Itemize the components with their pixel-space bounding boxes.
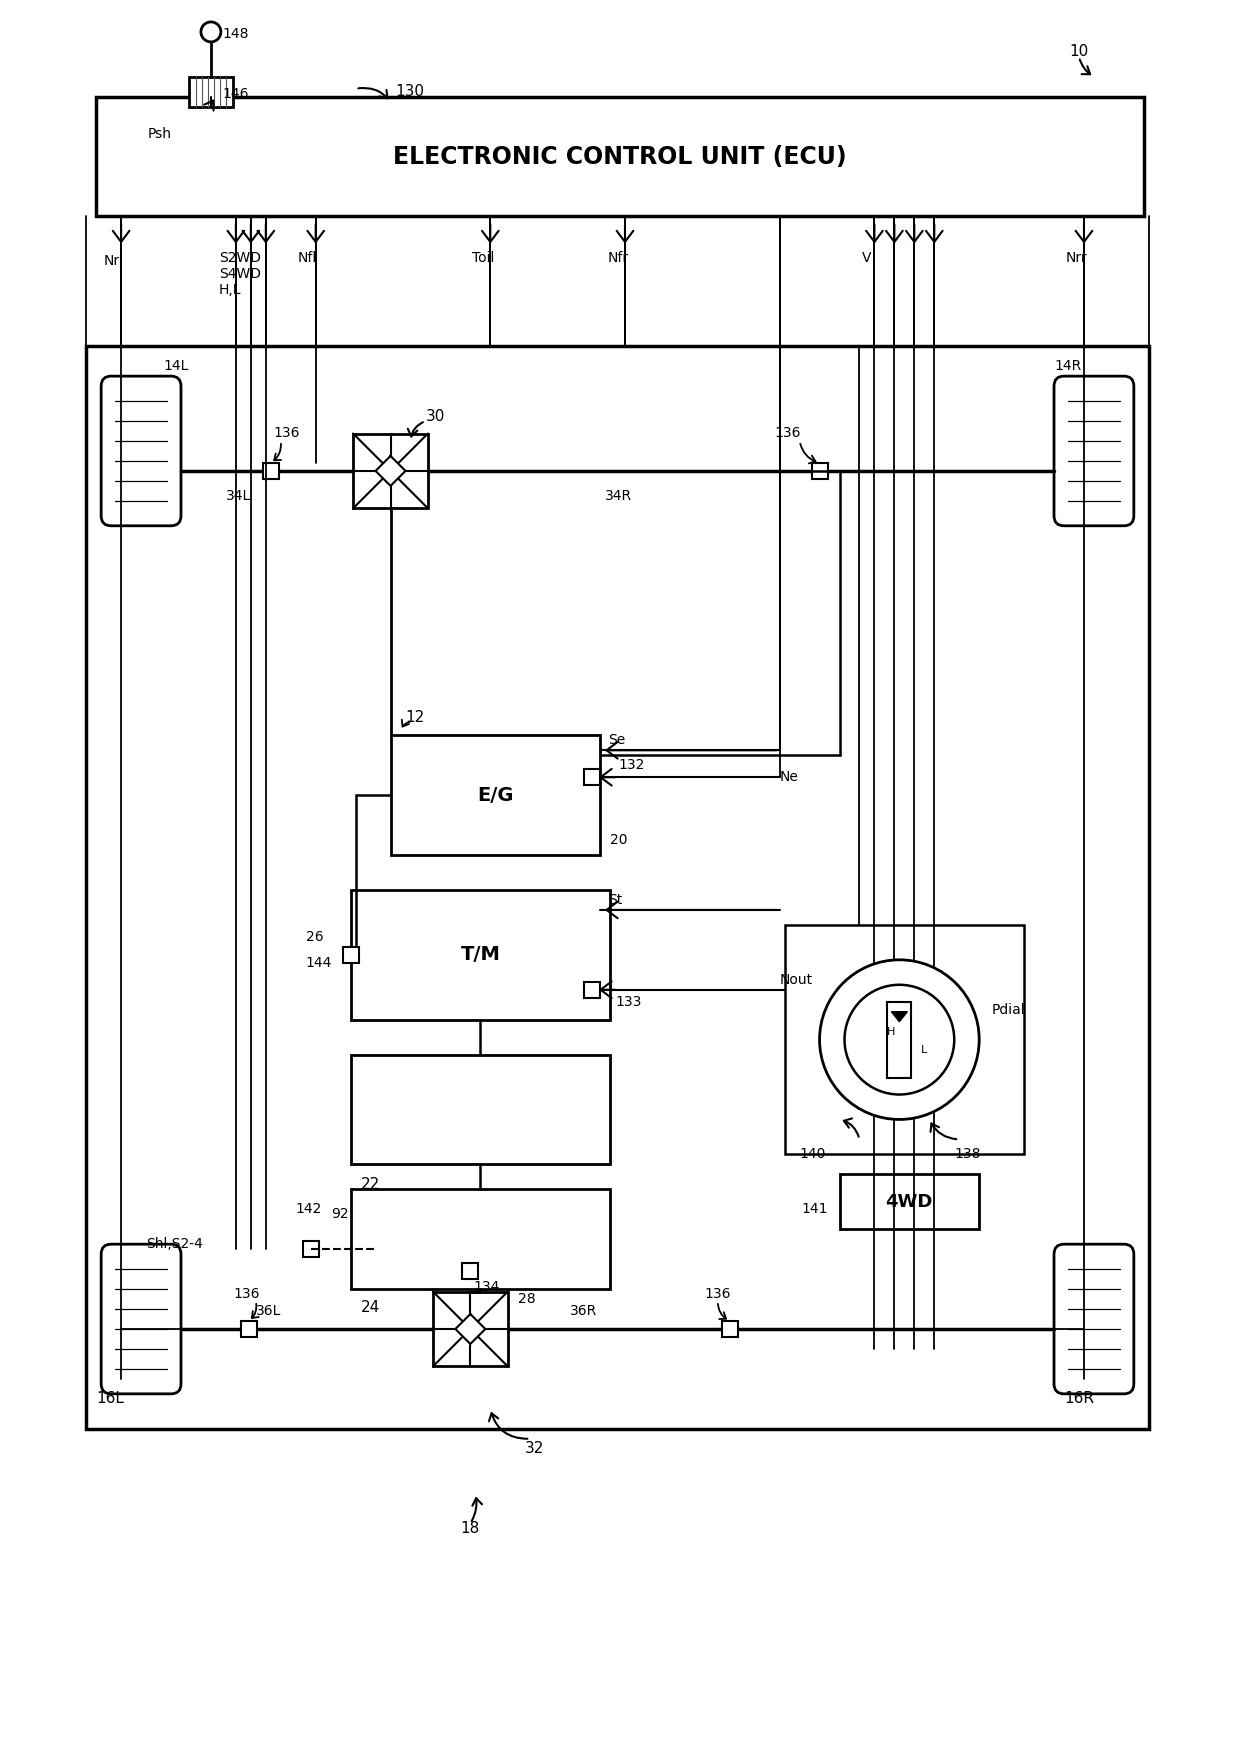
Bar: [303, 1241, 319, 1257]
Text: S2WD: S2WD: [219, 252, 260, 266]
Text: ELECTRONIC CONTROL UNIT (ECU): ELECTRONIC CONTROL UNIT (ECU): [393, 144, 847, 169]
Text: Nout: Nout: [780, 973, 812, 987]
Text: Nrr: Nrr: [1066, 252, 1087, 266]
Bar: [785, 926, 1024, 1155]
Bar: [463, 1264, 479, 1280]
Bar: [87, 347, 1148, 1429]
Text: V: V: [862, 252, 870, 266]
Text: 30: 30: [425, 408, 445, 424]
Text: 148: 148: [223, 26, 249, 40]
Circle shape: [820, 959, 980, 1119]
Bar: [353, 433, 428, 509]
Circle shape: [844, 986, 955, 1095]
Bar: [342, 947, 358, 963]
Text: Se: Se: [608, 734, 625, 748]
Bar: [263, 463, 279, 479]
Polygon shape: [892, 1012, 908, 1023]
Text: 22: 22: [361, 1177, 379, 1192]
Bar: [888, 1001, 911, 1077]
FancyBboxPatch shape: [1054, 1244, 1133, 1394]
Text: L: L: [921, 1045, 928, 1054]
Text: Psh: Psh: [148, 127, 172, 141]
FancyBboxPatch shape: [1054, 377, 1133, 526]
Circle shape: [201, 21, 221, 42]
Text: Ne: Ne: [780, 771, 799, 785]
Text: 34L: 34L: [226, 489, 252, 503]
Text: 10: 10: [1069, 44, 1089, 60]
FancyBboxPatch shape: [102, 1244, 181, 1394]
Text: 92: 92: [331, 1207, 348, 1221]
Bar: [980, 1028, 1001, 1052]
Bar: [839, 1174, 980, 1228]
Text: T/M: T/M: [460, 945, 500, 964]
Text: 36L: 36L: [255, 1304, 281, 1318]
Text: 136: 136: [704, 1287, 732, 1301]
Text: 138: 138: [955, 1148, 981, 1162]
Text: 136: 136: [274, 426, 300, 440]
Text: 136: 136: [775, 426, 801, 440]
Text: 20: 20: [610, 832, 627, 847]
Bar: [433, 1292, 507, 1366]
Text: 130: 130: [396, 84, 424, 99]
FancyBboxPatch shape: [102, 377, 181, 526]
Text: 14L: 14L: [162, 359, 188, 373]
Text: Nfr: Nfr: [608, 252, 629, 266]
Bar: [97, 97, 1143, 216]
Text: 4WD: 4WD: [885, 1193, 932, 1211]
Text: Toil: Toil: [472, 252, 495, 266]
Text: St: St: [608, 892, 622, 906]
Text: E/G: E/G: [477, 785, 513, 804]
Bar: [188, 77, 233, 107]
Text: 36R: 36R: [570, 1304, 598, 1318]
Bar: [241, 1322, 257, 1338]
Text: Nfl: Nfl: [298, 252, 317, 266]
Text: H,L: H,L: [219, 283, 242, 297]
Text: 34R: 34R: [605, 489, 632, 503]
Text: 16R: 16R: [1064, 1392, 1094, 1406]
Bar: [722, 1322, 738, 1338]
Bar: [811, 463, 827, 479]
Bar: [391, 736, 600, 855]
Bar: [351, 891, 610, 1019]
Bar: [351, 1190, 610, 1288]
Text: 14R: 14R: [1054, 359, 1081, 373]
Text: 141: 141: [801, 1202, 828, 1216]
Text: 140: 140: [800, 1148, 826, 1162]
Text: 28: 28: [518, 1292, 536, 1306]
Text: 136: 136: [234, 1287, 260, 1301]
Text: 16L: 16L: [97, 1392, 124, 1406]
Text: 18: 18: [460, 1521, 480, 1536]
Text: H: H: [887, 1026, 895, 1037]
Bar: [351, 1054, 610, 1165]
Text: 12: 12: [405, 709, 425, 725]
Text: 26: 26: [306, 929, 324, 943]
Text: 24: 24: [361, 1299, 379, 1315]
Polygon shape: [376, 456, 405, 486]
Text: 133: 133: [615, 994, 641, 1008]
Text: 134: 134: [474, 1280, 500, 1294]
Text: 32: 32: [526, 1441, 544, 1456]
Text: 144: 144: [306, 956, 332, 970]
Text: 142: 142: [295, 1202, 322, 1216]
Text: Pdial: Pdial: [991, 1003, 1024, 1017]
Polygon shape: [455, 1315, 485, 1345]
Text: 146: 146: [223, 86, 249, 100]
Text: S4WD: S4WD: [219, 268, 260, 282]
Bar: [584, 982, 600, 998]
Bar: [584, 769, 600, 785]
Text: Nrl: Nrl: [103, 255, 123, 268]
Text: 132: 132: [618, 759, 645, 773]
Text: Shl,S2-4: Shl,S2-4: [146, 1237, 203, 1251]
